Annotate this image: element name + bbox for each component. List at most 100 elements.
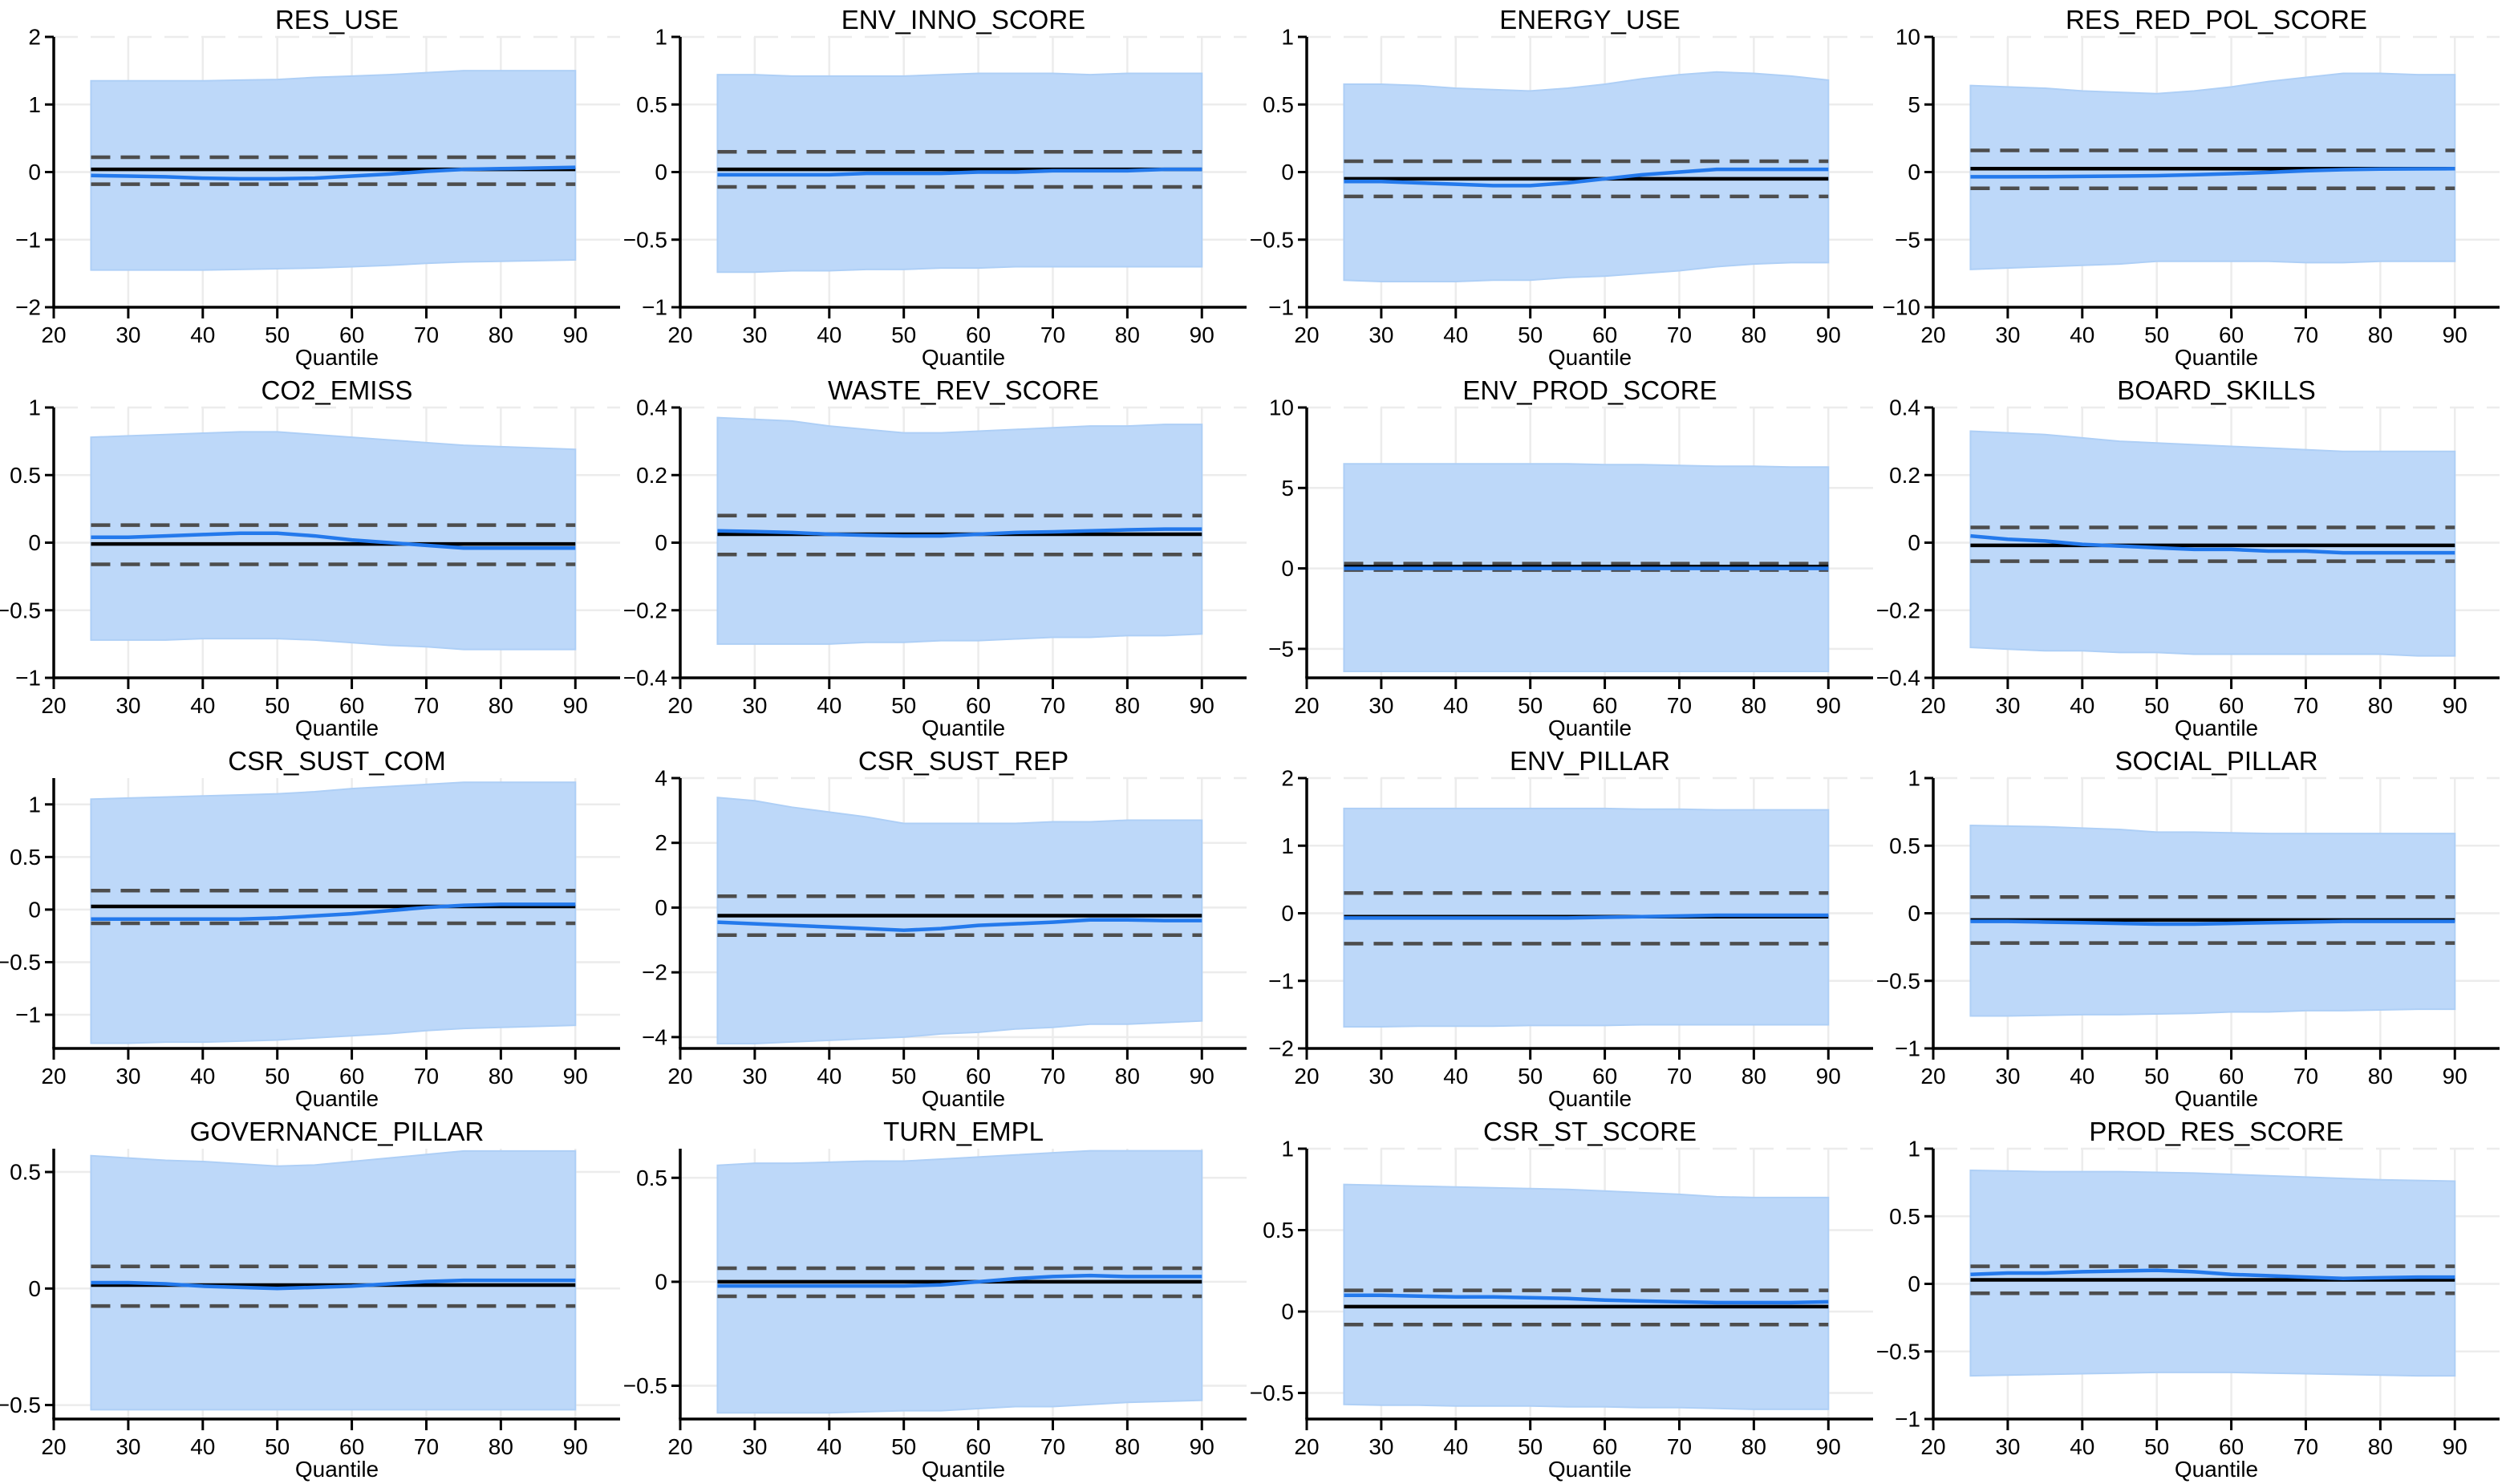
x-axis-label: Quantile [922,345,1005,370]
x-tick-label: 20 [667,693,692,718]
chart-SOCIAL_PILLAR: −1 −0.5 0 0.5 1 20 30 40 50 60 70 80 90 SOCIAL_PILLAR… [1876,746,2500,1111]
chart-title: CSR_SUST_REP [858,746,1068,776]
x-axis-label: Quantile [1548,1457,1632,1482]
x-tick-label: 40 [817,322,841,347]
x-tick-label: 30 [1369,1064,1393,1089]
x-tick-label: 80 [1115,1064,1140,1089]
x-tick-label: 60 [2219,693,2244,718]
x-tick-label: 60 [966,322,991,347]
x-tick-label: 70 [414,322,439,347]
x-tick-label: 60 [339,1064,364,1089]
chart-title: ENV_PROD_SCORE [1462,375,1717,405]
x-axis-label: Quantile [2175,1086,2258,1111]
chart-title: ENV_PILLAR [1510,746,1670,776]
qreg-line [91,1278,576,1291]
x-tick-label: 50 [891,1064,916,1089]
x-tick-label: 70 [1040,1064,1065,1089]
x-tick-label: 30 [742,1434,767,1459]
y-tick-label: 10 [1896,25,1920,50]
qreg-line [1970,167,2455,179]
x-axis-label: Quantile [1548,716,1632,740]
x-tick-label: 90 [1816,1434,1841,1459]
chart-RES_RED_POL_SCORE: −10 −5 0 5 10 20 30 40 50 60 70 80 90 RES_RED_POL_SCO… [1883,5,2500,370]
x-tick-label: 20 [41,1434,66,1459]
y-tick-label: 5 [1281,476,1294,501]
chart-title: GOVERNANCE_PILLAR [190,1117,485,1146]
x-tick-label: 30 [742,322,767,347]
x-tick-label: 20 [1294,1434,1319,1459]
x-axis-label: Quantile [922,1457,1005,1482]
y-tick-label: 0 [655,1269,667,1294]
y-tick-label: 1 [1281,1137,1294,1162]
qreg-line [717,167,1202,177]
x-tick-label: 20 [667,1434,692,1459]
y-tick-label: 1 [1908,766,1920,791]
x-tick-label: 30 [1369,322,1393,347]
x-tick-label: 70 [2293,322,2318,347]
x-tick-label: 80 [1115,322,1140,347]
x-axis-label: Quantile [922,1086,1005,1111]
y-tick-label: 0.4 [1889,395,1920,420]
x-tick-label: 60 [966,1434,991,1459]
chart-title: ENERGY_USE [1499,5,1681,34]
y-tick-label: 0.5 [1263,92,1294,117]
x-tick-label: 20 [667,1064,692,1089]
x-tick-label: 90 [563,1064,588,1089]
x-tick-label: 60 [339,693,364,718]
x-axis-label: Quantile [922,716,1005,740]
y-tick-label: −0.5 [623,227,667,252]
chart-ENERGY_USE: −1 −0.5 0 0.5 1 20 30 40 50 60 70 80 90 ENERGY_USE Qua… [1250,5,1873,370]
subplot-WASTE_REV_SCORE: −0.4 −0.2 0 0.2 0.4 20 30 40 50 60 70 80 90 WASTE_REV… [623,371,1261,741]
x-axis-label: Quantile [295,345,379,370]
x-tick-label: 80 [489,1434,513,1459]
x-tick-label: 30 [742,1064,767,1089]
x-tick-label: 70 [1667,693,1692,718]
x-tick-label: 70 [1040,1434,1065,1459]
x-tick-label: 80 [1742,322,1766,347]
x-tick-label: 30 [1995,693,2020,718]
chart-title: ENV_INNO_SCORE [841,5,1085,34]
x-tick-label: 90 [1190,1434,1214,1459]
x-tick-label: 30 [1369,1434,1393,1459]
x-tick-label: 30 [1369,693,1393,718]
y-tick-label: 0 [1908,901,1920,926]
x-tick-label: 50 [265,322,290,347]
qreg-line [717,1273,1202,1288]
subplot-CSR_SUST_COM: −1 −0.5 0 0.5 1 20 30 40 50 60 70 80 90 CSR_SUST_COM Q… [0,741,635,1112]
x-tick-label: 60 [966,693,991,718]
x-tick-label: 40 [817,693,841,718]
x-tick-label: 50 [1518,322,1543,347]
qreg-line [91,165,576,181]
chart-GOVERNANCE_PILLAR: −0.5 0 0.5 20 30 40 50 60 70 80 90 GOVERNANCE_PILLA… [0,1117,620,1482]
subplot-BOARD_SKILLS: −0.4 −0.2 0 0.2 0.4 20 30 40 50 60 70 80 90 BOARD_SKI… [1876,371,2514,741]
chart-title: BOARD_SKILLS [2117,375,2316,405]
x-tick-label: 80 [489,693,513,718]
chart-CSR_SUST_COM: −1 −0.5 0 0.5 1 20 30 40 50 60 70 80 90 CSR_SUST_COM Q… [0,746,620,1111]
y-tick-label: 0.5 [10,845,41,870]
y-tick-label: −1 [1268,968,1294,993]
subplot-TURN_EMPL: −0.5 0 0.5 20 30 40 50 60 70 80 90 TURN_EMPL Quantil… [623,1112,1261,1482]
y-tick-label: 0 [1908,530,1920,555]
x-tick-label: 50 [2144,1434,2169,1459]
y-tick-label: 0 [28,160,41,184]
x-tick-label: 80 [1115,1434,1140,1459]
y-tick-label: 1 [1908,1137,1920,1162]
y-tick-label: −5 [1895,227,1920,252]
x-tick-label: 70 [1667,322,1692,347]
y-tick-label: 1 [28,92,41,117]
chart-title: PROD_RES_SCORE [2089,1117,2343,1146]
subplot-RES_USE: −2 −1 0 1 2 20 30 40 50 60 70 80 90 RES_USE Quantile [8,0,635,371]
x-tick-label: 80 [489,322,513,347]
y-tick-label: −10 [1883,295,1921,320]
x-tick-label: 50 [1518,1434,1543,1459]
y-tick-label: 0 [1908,1271,1920,1296]
ci-band [90,781,577,1044]
x-tick-label: 30 [116,1064,140,1089]
x-tick-label: 20 [667,322,692,347]
x-tick-label: 90 [563,1434,588,1459]
x-tick-label: 30 [116,1434,140,1459]
x-tick-label: 70 [414,693,439,718]
x-tick-label: 40 [2070,693,2094,718]
x-tick-label: 40 [2070,322,2094,347]
y-tick-label: 0 [28,1276,41,1301]
